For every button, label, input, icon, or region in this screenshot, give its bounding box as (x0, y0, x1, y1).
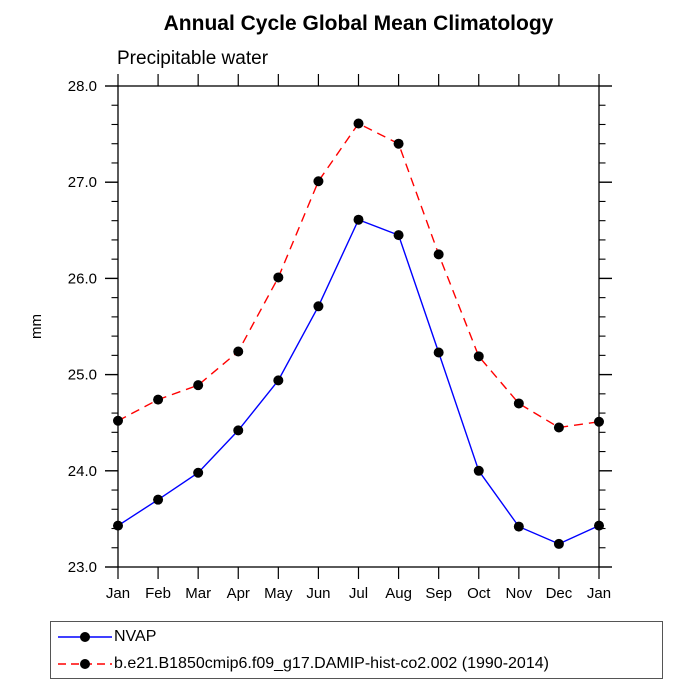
axis-frame (117, 85, 600, 568)
x-tick-label: Jul (349, 585, 368, 602)
x-tick-label: Jan (106, 585, 130, 602)
y-tick-label: 25.0 (68, 367, 97, 384)
series-line-1 (117, 122, 600, 429)
data-point-marker (233, 346, 244, 357)
chart-title: Annual Cycle Global Mean Climatology (163, 12, 554, 35)
legend-line-sample-model (58, 658, 112, 669)
legend-marker (80, 631, 90, 642)
data-point-marker (313, 176, 324, 187)
data-point-marker (193, 467, 204, 478)
legend-item-nvap: NVAP (56, 623, 662, 650)
x-tick-label: Aug (385, 585, 412, 602)
y-tick-label: 28.0 (68, 78, 97, 95)
data-point-marker (473, 351, 484, 362)
data-point-marker (473, 465, 484, 476)
x-tick-label: Dec (546, 585, 573, 602)
data-point-marker (153, 394, 164, 405)
y-tick-label: 27.0 (68, 174, 97, 191)
x-tick-label: Jan (587, 585, 611, 602)
y-tick-label: 24.0 (68, 463, 97, 480)
x-tick-label: Oct (467, 585, 491, 602)
data-point-marker (273, 272, 284, 283)
x-tick-label: Apr (227, 585, 250, 602)
data-point-marker (433, 347, 444, 358)
data-point-marker (353, 214, 364, 225)
data-point-marker (513, 398, 524, 409)
data-point-marker (233, 425, 244, 436)
data-point-marker (113, 415, 123, 426)
data-point-marker (433, 249, 444, 260)
data-point-marker (193, 380, 204, 391)
x-tick-label: Sep (425, 585, 452, 602)
y-axis-title: mm (28, 314, 45, 339)
x-tick-label: May (264, 585, 293, 602)
data-point-marker (153, 494, 164, 505)
data-point-marker (113, 520, 123, 531)
data-point-marker (553, 538, 564, 549)
y-tick-label: 26.0 (68, 270, 97, 287)
chart-subtitle: Precipitable water (117, 48, 269, 69)
data-point-marker (353, 118, 364, 129)
data-point-marker (513, 521, 524, 532)
legend-marker (80, 658, 90, 669)
data-point-marker (313, 301, 324, 312)
x-tick-label: Mar (185, 585, 211, 602)
plot-area: Jan Feb Mar Apr May Jun Jul Aug Sep Oct Nov Dec Jan 2… (28, 74, 612, 602)
data-point-marker (594, 520, 604, 531)
x-tick-label: Feb (145, 585, 171, 602)
legend-label-nvap: NVAP (114, 627, 157, 645)
x-tick-label: Jun (306, 585, 330, 602)
series-line-0 (117, 218, 600, 545)
data-point-marker (393, 230, 404, 241)
data-point-marker (393, 138, 404, 149)
x-tick-label: Nov (505, 585, 532, 602)
legend-line-sample-nvap (58, 631, 112, 642)
data-point-marker (553, 422, 564, 433)
data-point-marker (273, 375, 284, 386)
legend: NVAP b.e21.B1850cmip6.f09_g17.DAMIP-hist… (50, 621, 663, 679)
y-tick-label: 23.0 (68, 559, 97, 576)
data-point-marker (594, 416, 604, 427)
legend-label-model: b.e21.B1850cmip6.f09_g17.DAMIP-hist-co2.… (114, 654, 549, 672)
legend-item-model: b.e21.B1850cmip6.f09_g17.DAMIP-hist-co2.… (56, 650, 662, 677)
